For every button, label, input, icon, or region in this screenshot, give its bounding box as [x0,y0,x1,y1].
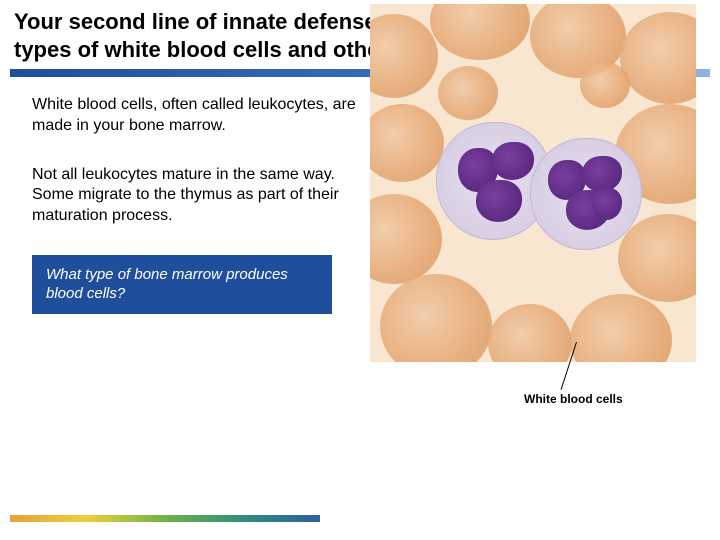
white-blood-cell [530,138,642,250]
red-blood-cell [370,14,438,98]
paragraph-2: Not all leukocytes mature in the same wa… [32,165,357,227]
question-callout: What type of bone marrow produces blood … [32,255,332,314]
red-blood-cell [570,294,672,362]
nucleus-lobe [476,180,522,222]
red-blood-cell [370,104,444,182]
micrograph-image [370,4,696,362]
nucleus-lobe [592,188,622,220]
callout-text: What type of bone marrow produces blood … [46,266,288,303]
paragraph-1: White blood cells, often called leukocyt… [32,95,357,137]
image-caption: White blood cells [524,392,623,406]
footer-gradient-bar [10,515,320,522]
red-blood-cell [438,66,498,120]
image-area [370,4,696,362]
nucleus-lobe [492,142,534,180]
red-blood-cell [370,194,442,284]
red-blood-cell [580,62,630,108]
red-blood-cell [620,12,696,104]
red-blood-cell [430,4,530,60]
red-blood-cell [488,304,572,362]
red-blood-cell [380,274,492,362]
nucleus-lobe [582,156,622,192]
text-column: White blood cells, often called leukocyt… [32,95,357,314]
